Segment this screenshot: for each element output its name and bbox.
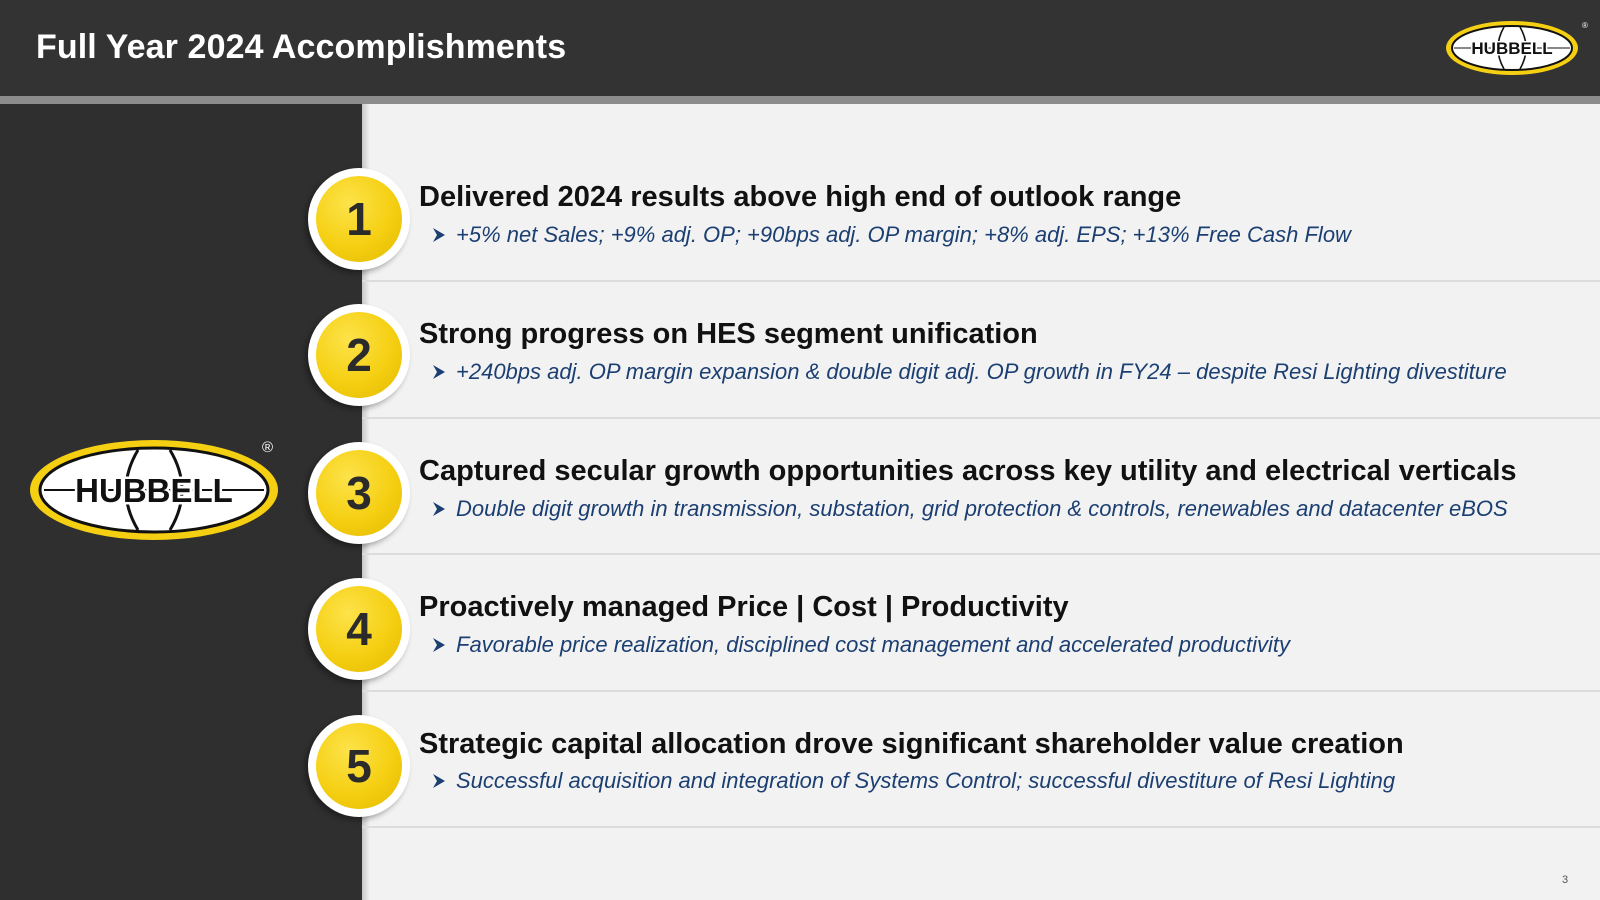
badge-number: 3 [346, 467, 372, 519]
badge-number: 5 [346, 740, 372, 792]
hubbell-main-logo-icon: HUBBELL ® [30, 439, 278, 540]
page-number: 3 [1562, 874, 1569, 886]
row-divider [362, 690, 1600, 692]
accomplishment-detail-3: Double digit growth in transmission, sub… [432, 496, 1508, 522]
row-divider [362, 417, 1600, 419]
arrow-bullet-icon [433, 774, 445, 788]
detail-text: +5% net Sales; +9% adj. OP; +90bps adj. … [456, 222, 1351, 247]
arrow-bullet-icon [433, 365, 445, 379]
badge-number: 4 [346, 603, 372, 655]
accomplishment-detail-4: Favorable price realization, disciplined… [432, 632, 1290, 658]
header-divider [0, 96, 1600, 104]
header-logo-text: HUBBELL [1471, 39, 1552, 58]
accomplishment-title-2: Strong progress on HES segment unificati… [419, 318, 1038, 350]
accomplishment-title-1: Delivered 2024 results above high end of… [419, 181, 1182, 213]
number-badge-4: 4 [308, 578, 410, 680]
hubbell-logo-icon: HUBBELL ® [1446, 21, 1588, 75]
content-panel [362, 104, 1600, 900]
row-divider [362, 280, 1600, 282]
main-logo-text: HUBBELL [75, 472, 233, 509]
slide-header: Full Year 2024 Accomplishments HUBBELL ® [0, 0, 1600, 96]
main-registered-mark: ® [262, 439, 273, 456]
number-badge-5: 5 [308, 715, 410, 817]
row-divider [362, 553, 1600, 555]
detail-text: +240bps adj. OP margin expansion & doubl… [456, 359, 1507, 384]
number-badge-1: 1 [308, 168, 410, 270]
row-divider [362, 826, 1600, 828]
arrow-bullet-icon [433, 502, 445, 516]
accomplishment-detail-5: Successful acquisition and integration o… [432, 768, 1395, 794]
accomplishment-title-5: Strategic capital allocation drove signi… [419, 728, 1404, 760]
slide-title: Full Year 2024 Accomplishments [36, 28, 567, 66]
number-badge-2: 2 [308, 304, 410, 406]
arrow-bullet-icon [433, 228, 445, 242]
accomplishment-detail-1: +5% net Sales; +9% adj. OP; +90bps adj. … [432, 222, 1351, 248]
arrow-bullet-icon [433, 638, 445, 652]
badge-number: 2 [346, 329, 372, 381]
badge-number: 1 [346, 193, 372, 245]
detail-text: Successful acquisition and integration o… [456, 768, 1396, 793]
detail-text: Double digit growth in transmission, sub… [456, 496, 1508, 521]
header-registered-mark: ® [1582, 21, 1588, 30]
number-badge-3: 3 [308, 442, 410, 544]
accomplishment-detail-2: +240bps adj. OP margin expansion & doubl… [432, 359, 1507, 385]
accomplishment-title-3: Captured secular growth opportunities ac… [419, 455, 1517, 487]
detail-text: Favorable price realization, disciplined… [456, 632, 1291, 657]
accomplishment-title-4: Proactively managed Price | Cost | Produ… [419, 591, 1069, 623]
